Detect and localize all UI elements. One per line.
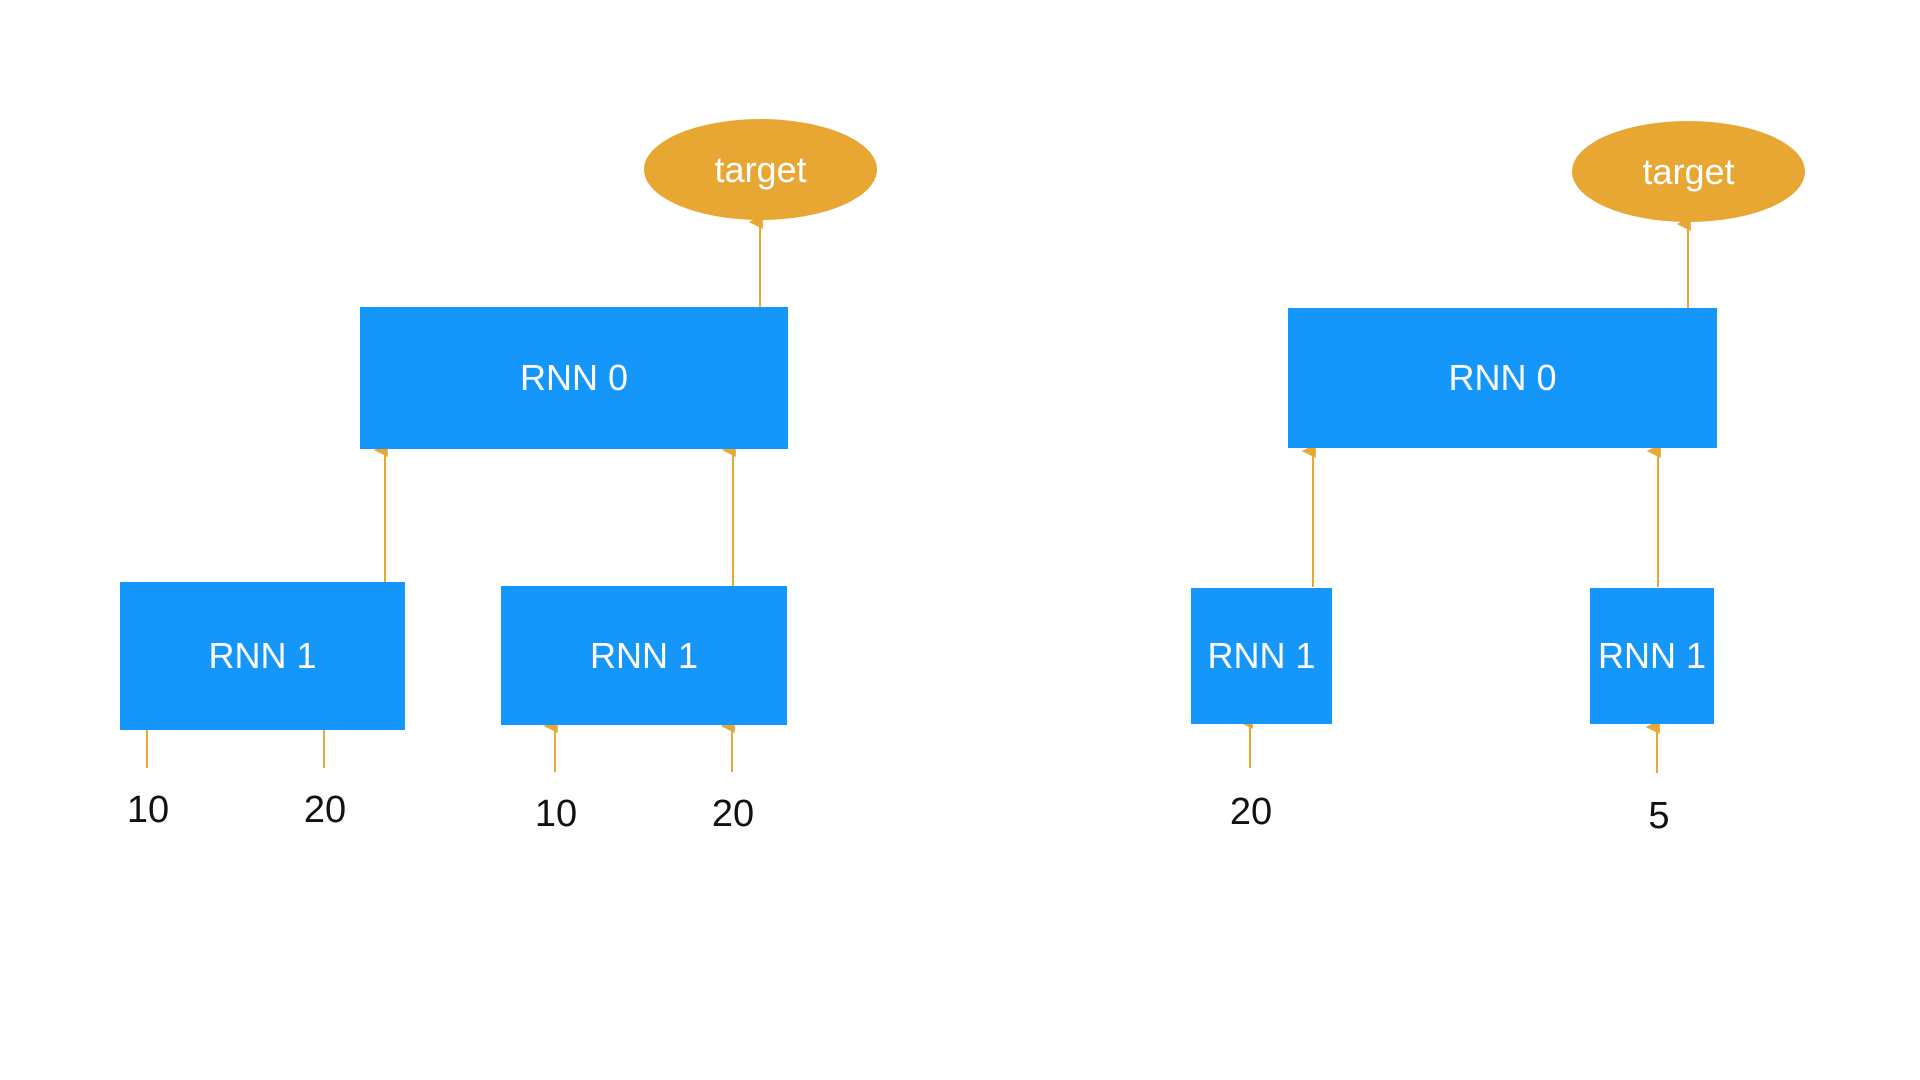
target-label: target <box>1642 150 1735 192</box>
rnn1-box-right-b: RNN 1 <box>1590 588 1714 724</box>
input-value: 5 <box>1648 795 1670 837</box>
rnn0-label: RNN 0 <box>519 357 629 398</box>
rnn1-box-left-b: RNN 1 <box>501 586 787 725</box>
target-node-left: target <box>644 119 877 220</box>
input-value: 20 <box>303 789 347 831</box>
rnn1-label: RNN 1 <box>1207 635 1316 676</box>
target-node-right: target <box>1572 121 1805 222</box>
rnn1-box-left-a: RNN 1 <box>120 582 405 730</box>
rnn1-label: RNN 1 <box>1597 635 1707 676</box>
rnn1-box-right-a: RNN 1 <box>1191 588 1332 724</box>
rnn1-label: RNN 1 <box>589 634 699 676</box>
rnn0-box-right: RNN 0 <box>1288 308 1717 448</box>
rnn0-label: RNN 0 <box>1448 357 1557 398</box>
input-value: 20 <box>1229 791 1273 833</box>
input-value: 10 <box>126 789 170 831</box>
input-value: 20 <box>711 793 755 835</box>
input-value: 10 <box>534 793 578 835</box>
rnn1-label: RNN 1 <box>208 635 317 676</box>
rnn0-box-left: RNN 0 <box>360 307 788 449</box>
target-label: target <box>714 148 807 190</box>
